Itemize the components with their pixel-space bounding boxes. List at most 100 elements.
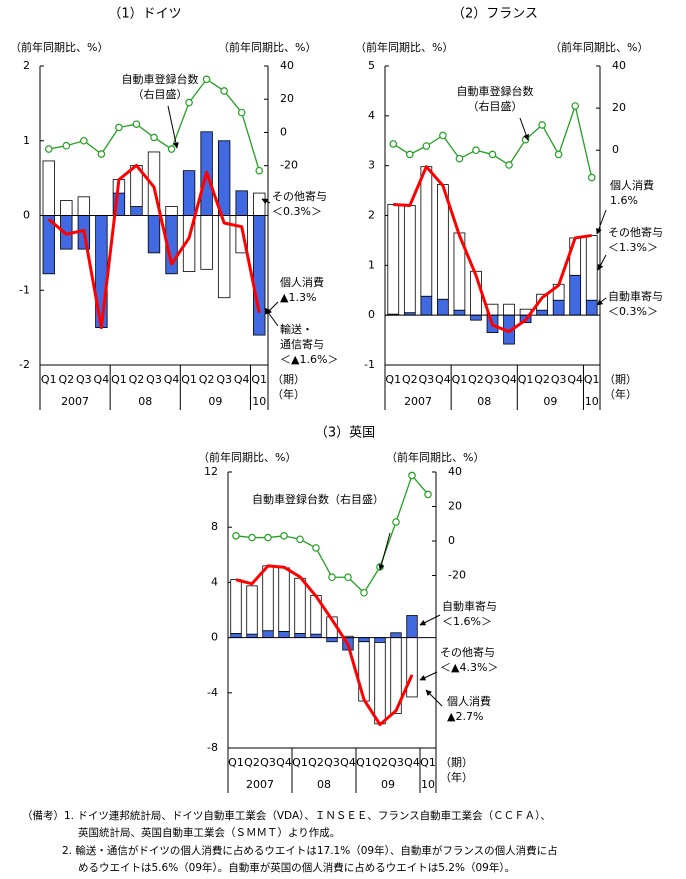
- annotation-arrow: [425, 689, 443, 707]
- bar: [200, 215, 213, 270]
- point: [472, 146, 480, 155]
- bar: [262, 565, 274, 632]
- chart-title: （2）フランス: [452, 7, 538, 22]
- y2-axis-label: （前年同期比、%）: [218, 40, 316, 54]
- point: [538, 121, 546, 129]
- y2-axis-label: （前年同期比、%）: [550, 40, 648, 54]
- annotation-arrow: [419, 614, 441, 626]
- point: [115, 123, 123, 132]
- x-tick-label: Q2: [308, 756, 324, 769]
- x-tick-label: Q3: [216, 373, 232, 386]
- point: [328, 573, 336, 582]
- y2-tick-label: 0: [612, 143, 619, 156]
- x-tick-label: Q4: [234, 373, 250, 386]
- bar: [453, 309, 466, 316]
- point: [237, 108, 246, 117]
- bar: [262, 630, 274, 639]
- bar: [42, 160, 55, 216]
- annotation-arrow: [419, 671, 438, 681]
- x-tick-label: Q1: [251, 373, 267, 386]
- bar: [217, 215, 231, 299]
- x-tick-label: Q1: [111, 373, 127, 386]
- point: [505, 161, 513, 169]
- y-tick-label: -2: [19, 358, 30, 371]
- bar: [387, 204, 400, 315]
- bar: [130, 206, 143, 216]
- point: [389, 140, 398, 148]
- x-tick-label: Q2: [129, 373, 145, 386]
- x-unit: （期）: [440, 756, 473, 769]
- y2-tick-label: -20: [280, 159, 298, 172]
- annotation: ＜0.3%＞: [272, 205, 322, 218]
- bar: [294, 577, 306, 634]
- annotation: 自動車寄与: [442, 599, 497, 613]
- annotation: ＜▲1.6%＞: [280, 353, 338, 366]
- point: [232, 532, 240, 540]
- y-tick-label: 12: [204, 465, 218, 478]
- x-unit: （期）: [604, 373, 637, 386]
- year-label: 09: [543, 395, 557, 408]
- x-tick-label: Q1: [41, 373, 57, 386]
- point: [439, 131, 447, 140]
- x-tick-label: Q1: [452, 373, 468, 386]
- x-unit: （期）: [272, 373, 305, 386]
- point: [264, 533, 272, 542]
- point: [220, 87, 228, 95]
- note: めるウエイトは5.6%（09年）。自動車が英国の個人消費に占めるウエイトは5.2…: [78, 861, 515, 874]
- y2-tick-label: 40: [612, 59, 626, 72]
- bar: [374, 642, 386, 725]
- bar: [569, 274, 582, 316]
- x-tick-label: Q4: [501, 373, 517, 386]
- year-label: 2007: [61, 395, 89, 408]
- y-tick-label: 0: [23, 209, 30, 222]
- year-label: 09: [208, 395, 222, 408]
- year-label: 08: [138, 395, 152, 408]
- bar: [552, 299, 565, 316]
- x-tick-label: Q1: [385, 373, 401, 386]
- bar: [470, 314, 482, 321]
- x-tick-label: Q3: [324, 756, 340, 769]
- bar: [217, 140, 231, 216]
- year-label: 2007: [404, 395, 432, 408]
- point: [44, 145, 53, 153]
- y2-tick-label: -20: [448, 569, 466, 582]
- line: [235, 564, 414, 727]
- annotation: その他寄与: [272, 189, 327, 203]
- point: [422, 142, 431, 150]
- y-tick-label: 2: [23, 59, 30, 72]
- annotation-arrow: [596, 297, 607, 306]
- x-unit: （年）: [272, 387, 305, 401]
- annotation: （右目盛）: [468, 99, 523, 113]
- point: [185, 98, 193, 107]
- bar: [406, 637, 418, 698]
- y2-tick-label: 40: [280, 59, 294, 72]
- bar: [403, 205, 416, 314]
- x-tick-label: Q1: [518, 373, 534, 386]
- x-unit: （年）: [440, 770, 473, 784]
- annotation: ＜▲4.3%＞: [440, 661, 498, 674]
- y2-tick-label: 20: [280, 92, 294, 105]
- y-tick-label: -4: [207, 686, 218, 699]
- bar: [585, 299, 598, 316]
- annotation: 個人消費: [610, 178, 654, 192]
- point: [554, 150, 563, 159]
- y-tick-label: 0: [368, 308, 375, 321]
- bar: [420, 295, 433, 316]
- point: [392, 518, 400, 526]
- line: [47, 163, 261, 330]
- y-axis-label: （前年同期比、%）: [198, 450, 296, 464]
- x-tick-label: Q2: [534, 373, 550, 386]
- y-tick-label: 4: [211, 575, 218, 588]
- x-tick-label: Q1: [228, 756, 244, 769]
- year-label: 10: [252, 395, 266, 408]
- x-tick-label: Q3: [388, 756, 404, 769]
- y-tick-label: 8: [211, 520, 218, 533]
- x-tick-label: Q3: [146, 373, 162, 386]
- x-tick-label: Q1: [420, 756, 436, 769]
- point: [132, 120, 141, 128]
- year-label: 10: [421, 778, 435, 791]
- annotation: 自動車寄与: [608, 289, 663, 303]
- note: （備考）1. ドイツ連邦統計局、ドイツ自動車工業会（VDA）、ＩＮＳＥＥ、フラン…: [22, 809, 551, 822]
- annotation: ＜0.3%＞: [608, 305, 658, 318]
- y-tick-label: -1: [364, 358, 375, 371]
